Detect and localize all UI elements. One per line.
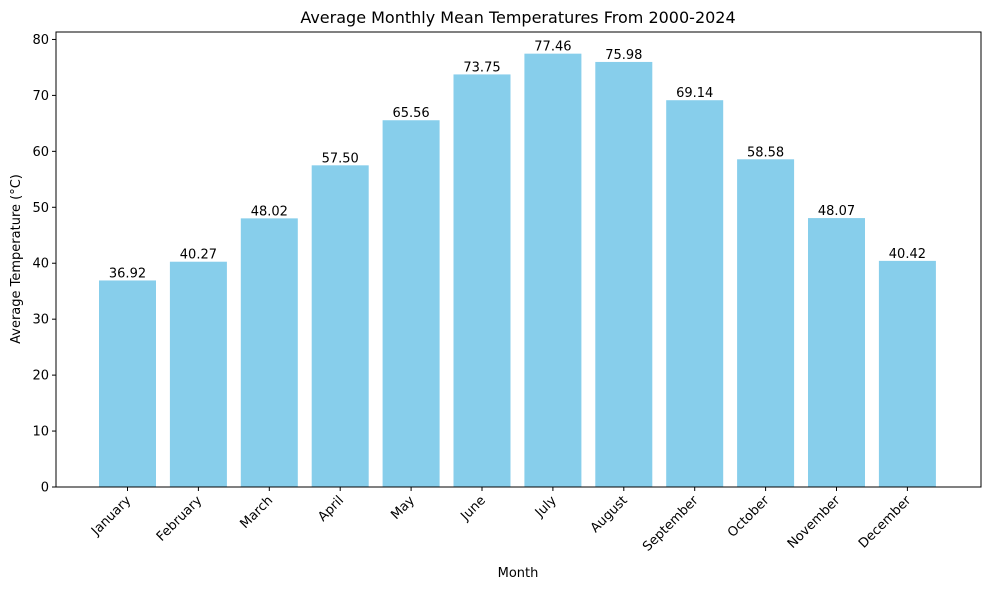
y-tick-label: 80 bbox=[32, 33, 49, 48]
bar-february bbox=[169, 261, 227, 487]
x-tick-label-october: October bbox=[725, 493, 773, 541]
value-label-april: 57.50 bbox=[322, 151, 359, 166]
bar-march bbox=[240, 218, 298, 487]
x-axis: January February March April May June July Augu… bbox=[88, 487, 915, 555]
x-tick-label-january: January bbox=[88, 493, 134, 539]
bar-november bbox=[808, 218, 865, 487]
value-label-may: 65.56 bbox=[392, 106, 429, 121]
bar-august bbox=[595, 61, 653, 488]
x-tick-label-december: December bbox=[856, 493, 915, 552]
x-tick-label-february: February bbox=[154, 493, 206, 545]
value-label-october: 58.58 bbox=[747, 145, 784, 160]
y-tick-label: 10 bbox=[32, 425, 49, 440]
bar-january bbox=[99, 280, 156, 487]
bar-may bbox=[382, 120, 440, 488]
y-tick-label: 0 bbox=[41, 481, 49, 496]
chart-title: Average Monthly Mean Temperatures From 2… bbox=[300, 8, 735, 27]
bar-december bbox=[878, 260, 936, 487]
x-tick-label-august: August bbox=[588, 493, 631, 536]
value-label-september: 69.14 bbox=[676, 86, 713, 101]
bar-october bbox=[737, 159, 795, 487]
value-label-january: 36.92 bbox=[109, 266, 146, 281]
x-tick-label-march: March bbox=[237, 493, 276, 532]
plot-frame bbox=[55, 31, 982, 488]
value-label-december: 40.42 bbox=[889, 247, 926, 262]
x-tick-label-september: September bbox=[640, 493, 702, 555]
bars-layer bbox=[99, 53, 936, 488]
value-label-february: 40.27 bbox=[180, 248, 217, 263]
y-tick-label: 70 bbox=[32, 89, 49, 104]
value-label-november: 48.07 bbox=[818, 204, 855, 219]
x-tick-label-july: July bbox=[532, 493, 560, 521]
value-label-june: 73.75 bbox=[463, 60, 500, 75]
y-tick-label: 50 bbox=[32, 201, 49, 216]
bar-april bbox=[311, 165, 369, 487]
x-tick-label-november: November bbox=[785, 493, 844, 552]
value-label-march: 48.02 bbox=[251, 204, 288, 219]
y-tick-label: 20 bbox=[32, 369, 49, 384]
bar-july bbox=[524, 53, 582, 488]
x-tick-label-may: May bbox=[388, 493, 418, 523]
x-axis-label: Month bbox=[498, 566, 539, 581]
value-label-august: 75.98 bbox=[605, 48, 642, 63]
y-axis-label: Average Temperature (°C) bbox=[9, 174, 24, 344]
value-labels-layer: 36.92 40.27 48.02 57.50 65.56 73.75 77.46 75.98… bbox=[109, 40, 926, 282]
bar-june bbox=[453, 74, 511, 488]
x-tick-label-april: April bbox=[315, 493, 347, 525]
bar-september bbox=[666, 100, 724, 487]
x-tick-label-june: June bbox=[457, 493, 488, 524]
y-tick-label: 60 bbox=[32, 145, 49, 160]
y-tick-label: 40 bbox=[32, 257, 49, 272]
y-tick-label: 30 bbox=[32, 313, 49, 328]
value-label-july: 77.46 bbox=[534, 40, 571, 55]
y-axis: 0 10 20 30 40 50 60 70 80 bbox=[32, 33, 56, 496]
